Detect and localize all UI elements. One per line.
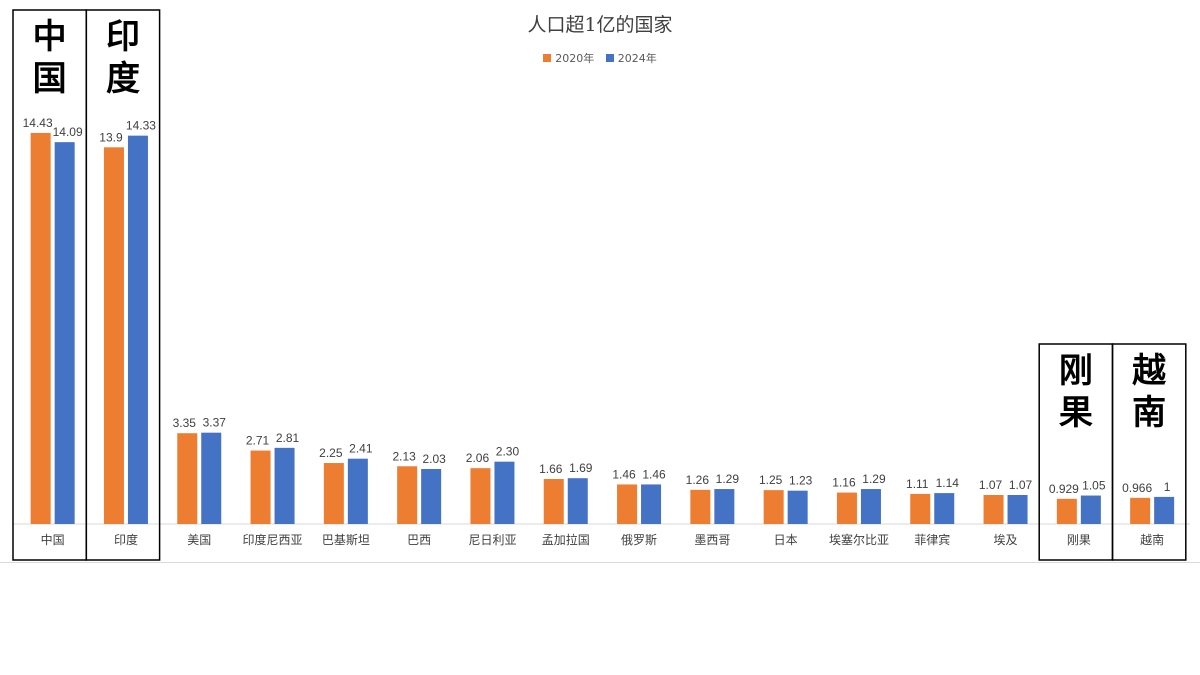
bar-2024	[421, 468, 442, 524]
data-label: 1.16	[832, 476, 856, 490]
data-label: 2.06	[466, 451, 490, 465]
data-label: 14.33	[126, 119, 156, 133]
data-label: 1	[1164, 480, 1171, 494]
bar-2020	[1130, 497, 1151, 524]
data-label: 2.25	[319, 446, 343, 460]
highlight-label: 印度	[106, 17, 140, 99]
category-label: 印度	[114, 532, 138, 547]
bar-2024	[714, 489, 735, 524]
chart-title: 人口超1亿的国家	[527, 14, 673, 36]
data-label: 1.46	[642, 467, 666, 481]
data-label: 1.07	[1009, 478, 1033, 492]
bar-2024	[494, 461, 515, 524]
bar-2024	[641, 484, 662, 524]
data-label: 0.929	[1049, 482, 1079, 496]
bar-2020	[103, 147, 124, 524]
bar-2024	[1154, 496, 1175, 524]
bar-2024	[274, 447, 295, 524]
bar-2020	[470, 468, 491, 524]
category-label: 印度尼西亚	[243, 532, 303, 547]
bar-2024	[1007, 495, 1028, 524]
bar-2020	[250, 450, 271, 524]
bar-2020	[1056, 498, 1077, 524]
data-label: 1.26	[686, 473, 710, 487]
data-label: 14.09	[53, 125, 83, 139]
legend-label-2024: 2024年	[617, 52, 657, 65]
bar-2020	[983, 495, 1004, 524]
data-label: 1.11	[906, 477, 929, 491]
bar-2020	[690, 489, 711, 524]
category-label: 越南	[1140, 532, 1164, 547]
data-label: 1.29	[716, 472, 740, 486]
bar-2024	[54, 142, 75, 524]
category-label: 巴西	[407, 533, 431, 547]
data-label: 2.81	[276, 431, 300, 445]
category-label: 中国	[41, 532, 65, 547]
category-label: 日本	[774, 533, 798, 547]
chart-area: 人口超1亿的国家 2020年 2024年	[0, 14, 1200, 563]
bar-2024	[787, 490, 808, 524]
data-label: 1.14	[936, 476, 960, 490]
legend: 2020年 2024年	[0, 50, 1200, 66]
bar-2024	[127, 135, 148, 525]
bar-2024	[1080, 495, 1101, 524]
data-label: 1.69	[569, 461, 593, 475]
highlight-label: 越南	[1132, 351, 1167, 433]
data-label: 2.41	[349, 442, 373, 456]
highlight-box	[1111, 343, 1187, 561]
data-label: 3.37	[203, 416, 227, 430]
category-label: 埃塞尔比亚	[829, 532, 889, 547]
data-label: 2.03	[422, 452, 446, 466]
data-label: 0.966	[1122, 481, 1152, 495]
data-label: 2.71	[246, 434, 270, 448]
highlight-label: 刚果	[1059, 351, 1093, 433]
data-label: 2.30	[496, 445, 520, 459]
bar-2020	[30, 132, 51, 524]
data-label: 2.13	[392, 449, 416, 463]
legend-swatch-2020	[543, 54, 552, 62]
data-label: 1.23	[789, 474, 813, 488]
category-label: 俄罗斯	[621, 533, 657, 547]
bar-2020	[910, 493, 931, 524]
legend-label-2020: 2020年	[555, 52, 595, 65]
legend-swatch-2024	[605, 54, 614, 62]
data-label: 3.35	[173, 416, 197, 430]
bar-2024	[201, 432, 222, 524]
category-label: 墨西哥	[694, 533, 730, 547]
bar-2020	[177, 433, 198, 524]
data-label: 1.25	[759, 473, 783, 487]
data-label: 13.9	[99, 130, 123, 144]
bar-2024	[860, 489, 881, 524]
bar-2020	[836, 492, 857, 524]
bar-2020	[397, 466, 418, 524]
highlight-box	[85, 9, 161, 561]
category-label: 尼日利亚	[468, 533, 516, 547]
bar-2020	[543, 479, 564, 524]
legend-item-2020: 2020年	[543, 50, 594, 66]
bar-2020	[763, 490, 784, 524]
category-label: 巴基斯坦	[322, 533, 370, 547]
bar-2020	[617, 484, 638, 524]
data-label: 14.43	[23, 116, 53, 130]
category-label: 孟加拉国	[542, 532, 590, 547]
category-label: 美国	[187, 533, 211, 547]
category-label: 刚果	[1067, 533, 1091, 547]
data-label: 1.29	[862, 472, 886, 486]
bar-2020	[323, 463, 344, 524]
legend-item-2024: 2024年	[605, 50, 657, 66]
category-label: 菲律宾	[914, 532, 950, 547]
bar-2024	[934, 493, 955, 524]
data-label: 1.66	[539, 462, 563, 476]
data-label: 1.07	[979, 478, 1003, 492]
bar-2024	[347, 458, 368, 524]
highlight-label: 中国	[33, 17, 67, 99]
bar-2024	[567, 478, 588, 524]
data-label: 1.05	[1082, 479, 1106, 493]
category-label: 埃及	[994, 533, 1018, 547]
data-label: 1.46	[612, 467, 636, 481]
